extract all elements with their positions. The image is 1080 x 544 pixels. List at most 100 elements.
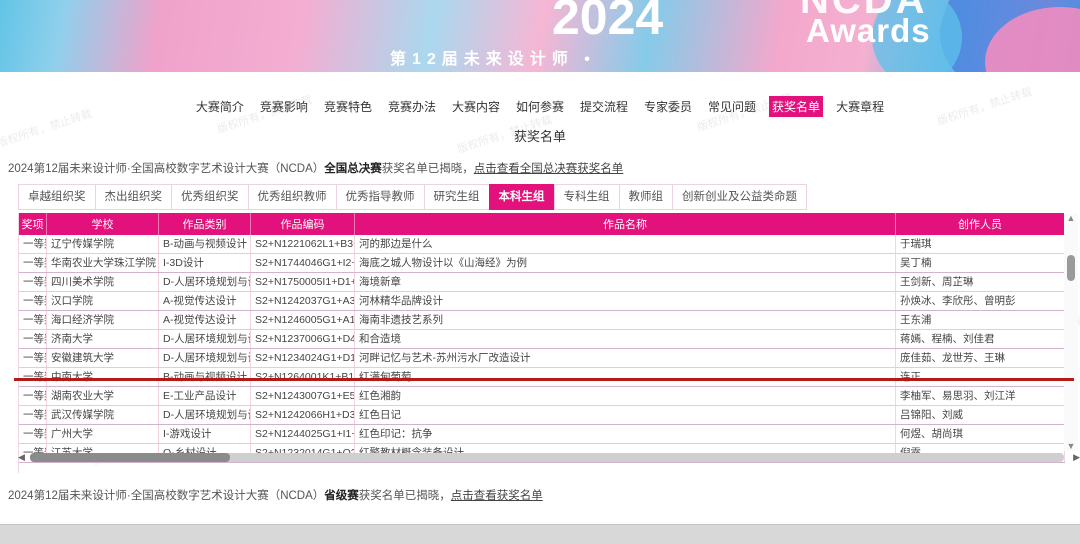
scroll-left-icon[interactable]: ◀ — [18, 452, 25, 462]
finals-intro-line: 2024第12届未来设计师·全国高校数字艺术设计大赛（NCDA）全国总决赛获奖名… — [8, 160, 1068, 176]
cell-school: 济南大学 — [47, 330, 159, 348]
cell-title: 红满甸葡萄 — [355, 368, 896, 386]
provincial-results-link[interactable]: 点击查看获奖名单 — [450, 490, 543, 502]
scroll-right-icon[interactable]: ▶ — [1073, 452, 1080, 462]
nav-item-9[interactable]: 获奖名单 — [769, 96, 824, 117]
banner-cyan-blob — [872, 0, 962, 72]
cell-category: D-人居环境规划与设计 — [159, 330, 251, 348]
tab-2[interactable]: 优秀组织奖 — [171, 184, 249, 210]
table-horizontal-scrollbar[interactable]: ◀ ▶ — [18, 452, 1080, 463]
cell-award: 一等奖 — [19, 368, 47, 386]
cell-code: S2+N1242037G1+A3+012 — [251, 292, 355, 310]
cell-category: D-人居环境规划与设计 — [159, 406, 251, 424]
column-header-2: 作品类别 — [159, 213, 251, 235]
nav-item-8[interactable]: 常见问题 — [708, 100, 757, 114]
cell-code: S2+N1264001K1+B1+001 — [251, 368, 355, 386]
provincial-intro-middle: 获奖名单已揭晓， — [358, 490, 451, 502]
cell-award: 一等奖 — [19, 311, 47, 329]
cell-code: S2+N1744046G1+I2+001 — [251, 254, 355, 272]
table-row: 一等奖辽宁传媒学院B-动画与视频设计S2+N1221062L1+B3+013河的… — [19, 235, 1065, 254]
scroll-up-icon[interactable]: ▲ — [1066, 213, 1076, 223]
cell-title: 红色湘韵 — [355, 387, 896, 405]
tab-9[interactable]: 创新创业及公益类命题 — [672, 184, 807, 210]
nav-item-10[interactable]: 大赛章程 — [836, 100, 885, 114]
cell-school: 安徽建筑大学 — [47, 349, 159, 367]
cell-category: D-人居环境规划与设计 — [159, 349, 251, 367]
column-header-3: 作品编码 — [251, 213, 355, 235]
cell-creators: 李柚军、易思羽、刘江洋 — [896, 387, 1065, 405]
table-vertical-scrollbar[interactable]: ▲ ▼ — [1064, 213, 1078, 451]
cell-category: B-动画与视频设计 — [159, 368, 251, 386]
table-row: 一等奖海口经济学院A-视觉传达设计S2+N1246005G1+A1+072海南非… — [19, 311, 1065, 330]
cell-creators: 吴丁楠 — [896, 254, 1065, 272]
table-row: 一等奖四川美术学院D-人居环境规划与设计S2+N1750005I1+D1+009… — [19, 273, 1065, 292]
cell-award: 一等奖 — [19, 387, 47, 405]
cell-creators: 吕锦阳、刘威 — [896, 406, 1065, 424]
banner-year: 2024 — [552, 0, 664, 45]
cell-award: 一等奖 — [19, 292, 47, 310]
cell-title: 河畔记忆与艺术-苏州污水厂改造设计 — [355, 349, 896, 367]
page-title: 获奖名单 — [513, 129, 566, 144]
cell-code: S2+N1237006G1+D4+006 — [251, 330, 355, 348]
cell-creators: 庞佳茹、龙世芳、王琳 — [896, 349, 1065, 367]
cell-award: 一等奖 — [19, 406, 47, 424]
finals-intro-middle: 获奖名单已揭晓， — [381, 163, 474, 175]
tab-5[interactable]: 研究生组 — [423, 184, 490, 210]
horizontal-scroll-thumb[interactable] — [30, 453, 230, 462]
table-row: 一等奖华南农业大学珠江学院I-3D设计S2+N1744046G1+I2+001海… — [19, 254, 1065, 273]
finals-intro-highlight: 全国总决赛 — [324, 163, 382, 175]
banner-brand-awards: Awards — [806, 12, 931, 49]
table-row: 一等奖广州大学I-游戏设计S2+N1244025G1+I1+001红色印记：抗争… — [19, 425, 1065, 444]
cell-school: 四川美术学院 — [47, 273, 159, 291]
nav-item-0[interactable]: 大赛简介 — [195, 100, 244, 114]
cell-creators: 何煜、胡尚琪 — [896, 425, 1065, 443]
cell-code: S2+N1242066H1+D3+017 — [251, 406, 355, 424]
nav-item-7[interactable]: 专家委员 — [644, 100, 693, 114]
cell-code: S2+N1244025G1+I1+001 — [251, 425, 355, 443]
tab-1[interactable]: 杰出组织奖 — [94, 184, 172, 210]
cell-school: 海口经济学院 — [47, 311, 159, 329]
tab-4[interactable]: 优秀指导教师 — [335, 184, 425, 210]
column-header-1: 学校 — [47, 213, 159, 235]
cell-creators: 王剑新、周芷琳 — [896, 273, 1065, 291]
table-row: 一等奖湖南农业大学E-工业产品设计S2+N1243007G1+E5+003红色湘… — [19, 387, 1065, 406]
tab-8[interactable]: 教师组 — [618, 184, 673, 210]
tab-7[interactable]: 专科生组 — [553, 184, 620, 210]
provincial-intro-line: 2024第12届未来设计师·全国高校数字艺术设计大赛（NCDA）省级赛获奖名单已… — [8, 487, 1068, 503]
nav-item-2[interactable]: 竞赛特色 — [323, 100, 372, 114]
tab-0[interactable]: 卓越组织奖 — [18, 184, 96, 210]
nav-item-5[interactable]: 如何参赛 — [515, 100, 564, 114]
main-nav: 大赛简介 竞赛影响 竞赛特色 竞赛办法 大赛内容 如何参赛 提交流程 专家委员 常见问题 获奖名单… — [0, 96, 1080, 117]
cell-category: A-视觉传达设计 — [159, 311, 251, 329]
cell-school: 广州大学 — [47, 425, 159, 443]
cell-school: 武汉传媒学院 — [47, 406, 159, 424]
red-underline-annotation — [14, 378, 1074, 381]
cell-creators: 连正 — [896, 368, 1065, 386]
cell-category: D-人居环境规划与设计 — [159, 273, 251, 291]
header-banner: 2024 NCDA Awards 第12届未来设计师 • — [0, 0, 1080, 72]
cell-code: S2+N1243007G1+E5+003 — [251, 387, 355, 405]
awards-table-body: 一等奖辽宁传媒学院B-动画与视频设计S2+N1221062L1+B3+013河的… — [19, 235, 1065, 473]
tab-6[interactable]: 本科生组 — [488, 184, 555, 210]
finals-results-link[interactable]: 点击查看全国总决赛获奖名单 — [473, 163, 624, 175]
vertical-scroll-thumb[interactable] — [1067, 255, 1075, 281]
scroll-down-icon[interactable]: ▼ — [1066, 441, 1076, 451]
nav-item-6[interactable]: 提交流程 — [580, 100, 629, 114]
page-bottom-band — [0, 524, 1080, 544]
awards-table-header: 奖项 学校 作品类别 作品编码 作品名称 创作人员 — [19, 213, 1065, 235]
nav-item-3[interactable]: 竞赛办法 — [387, 100, 436, 114]
cell-category: I-游戏设计 — [159, 425, 251, 443]
horizontal-scroll-track[interactable] — [30, 453, 1064, 462]
tab-3[interactable]: 优秀组织教师 — [247, 184, 337, 210]
cell-school: 华南农业大学珠江学院 — [47, 254, 159, 272]
nav-item-4[interactable]: 大赛内容 — [451, 100, 500, 114]
cell-title: 海南非遗技艺系列 — [355, 311, 896, 329]
nav-item-1[interactable]: 竞赛影响 — [259, 100, 308, 114]
banner-subtitle: 第12届未来设计师 • — [390, 51, 596, 68]
cell-title: 和合造境 — [355, 330, 896, 348]
column-header-4: 作品名称 — [355, 213, 896, 235]
cell-title: 海境新章 — [355, 273, 896, 291]
cell-creators: 蒋嫣、程楠、刘佳君 — [896, 330, 1065, 348]
